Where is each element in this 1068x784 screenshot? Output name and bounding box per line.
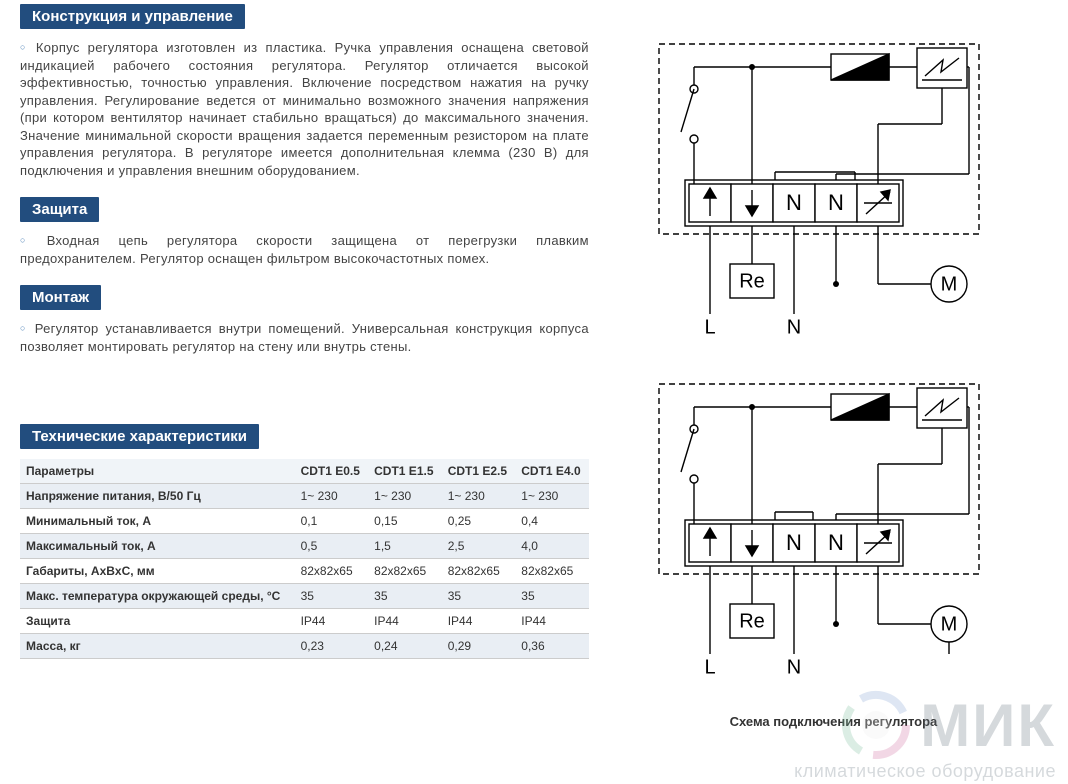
table-cell-value: 1~ 230: [515, 483, 589, 508]
table-col-model: CDT1 E4.0: [515, 459, 589, 484]
table-cell-value: 0,23: [295, 633, 369, 658]
protection-text: Входная цепь регулятора скорости защищен…: [20, 232, 589, 267]
table-row: Напряжение питания, В/50 Гц1~ 2301~ 2301…: [20, 483, 589, 508]
left-column: Конструкция и управление Корпус регулято…: [20, 4, 619, 729]
diagram-caption: Схема подключения регулятора: [619, 714, 1048, 729]
table-cell-value: IP44: [295, 608, 369, 633]
section-header-specs: Технические характеристики: [20, 424, 259, 449]
table-cell-value: 82x82x65: [442, 558, 516, 583]
svg-text:Re: Re: [739, 610, 765, 632]
section-header-construction: Конструкция и управление: [20, 4, 245, 29]
table-cell-value: 1~ 230: [368, 483, 442, 508]
construction-text: Корпус регулятора изготовлен из пластика…: [20, 39, 589, 179]
table-cell-label: Габариты, AxBxC, мм: [20, 558, 295, 583]
table-cell-value: 0,29: [442, 633, 516, 658]
svg-text:N: N: [787, 316, 801, 334]
svg-text:Re: Re: [739, 270, 765, 292]
table-cell-value: 0,1: [295, 508, 369, 533]
section-header-mounting: Монтаж: [20, 285, 101, 310]
svg-text:N: N: [828, 190, 844, 215]
table-cell-value: 82x82x65: [295, 558, 369, 583]
table-cell-value: 82x82x65: [515, 558, 589, 583]
svg-text:N: N: [787, 656, 801, 674]
table-cell-value: 0,15: [368, 508, 442, 533]
svg-text:L: L: [704, 316, 715, 334]
table-row: ЗащитаIP44IP44IP44IP44: [20, 608, 589, 633]
table-cell-value: 0,4: [515, 508, 589, 533]
table-cell-value: 1~ 230: [442, 483, 516, 508]
table-row: Масса, кг0,230,240,290,36: [20, 633, 589, 658]
table-cell-label: Минимальный ток, А: [20, 508, 295, 533]
table-cell-value: IP44: [515, 608, 589, 633]
table-cell-value: 0,36: [515, 633, 589, 658]
mounting-text: Регулятор устанавливается внутри помещен…: [20, 320, 589, 355]
table-row: Максимальный ток, А0,51,52,54,0: [20, 533, 589, 558]
table-cell-value: IP44: [368, 608, 442, 633]
svg-text:N: N: [786, 530, 802, 555]
table-col-model: CDT1 E2.5: [442, 459, 516, 484]
table-cell-value: 0,24: [368, 633, 442, 658]
svg-text:L: L: [704, 656, 715, 674]
table-cell-label: Защита: [20, 608, 295, 633]
table-cell-value: 35: [368, 583, 442, 608]
svg-text:N: N: [786, 190, 802, 215]
table-cell-value: 2,5: [442, 533, 516, 558]
svg-text:M: M: [941, 273, 958, 295]
table-cell-value: 35: [442, 583, 516, 608]
table-row: Габариты, AxBxC, мм82x82x6582x82x6582x82…: [20, 558, 589, 583]
table-cell-value: 35: [295, 583, 369, 608]
table-col-model: CDT1 E1.5: [368, 459, 442, 484]
table-cell-value: 4,0: [515, 533, 589, 558]
table-cell-value: 1,5: [368, 533, 442, 558]
svg-text:N: N: [828, 530, 844, 555]
section-header-protection: Защита: [20, 197, 99, 222]
table-col-model: CDT1 E0.5: [295, 459, 369, 484]
table-cell-label: Максимальный ток, А: [20, 533, 295, 558]
table-cell-value: 0,5: [295, 533, 369, 558]
table-cell-value: 0,25: [442, 508, 516, 533]
table-cell-value: 35: [515, 583, 589, 608]
table-row: Минимальный ток, А0,10,150,250,4: [20, 508, 589, 533]
table-cell-label: Масса, кг: [20, 633, 295, 658]
watermark-subtitle: климатическое оборудование: [794, 761, 1056, 782]
table-cell-value: 1~ 230: [295, 483, 369, 508]
table-cell-label: Напряжение питания, В/50 Гц: [20, 483, 295, 508]
table-cell-value: IP44: [442, 608, 516, 633]
table-cell-label: Макс. температура окружающей среды, °C: [20, 583, 295, 608]
table-col-param: Параметры: [20, 459, 295, 484]
right-column: N N L N Re M N N L N Re M Схема подключения регуля…: [619, 4, 1048, 729]
svg-text:M: M: [941, 613, 958, 635]
wiring-diagram-2: N N L N Re M: [619, 374, 1048, 674]
table-row: Макс. температура окружающей среды, °C35…: [20, 583, 589, 608]
wiring-diagram-1: N N L N Re M: [619, 34, 1048, 334]
table-cell-value: 82x82x65: [368, 558, 442, 583]
page-root: Конструкция и управление Корпус регулято…: [0, 0, 1068, 729]
specs-table: ПараметрыCDT1 E0.5CDT1 E1.5CDT1 E2.5CDT1…: [20, 459, 589, 659]
